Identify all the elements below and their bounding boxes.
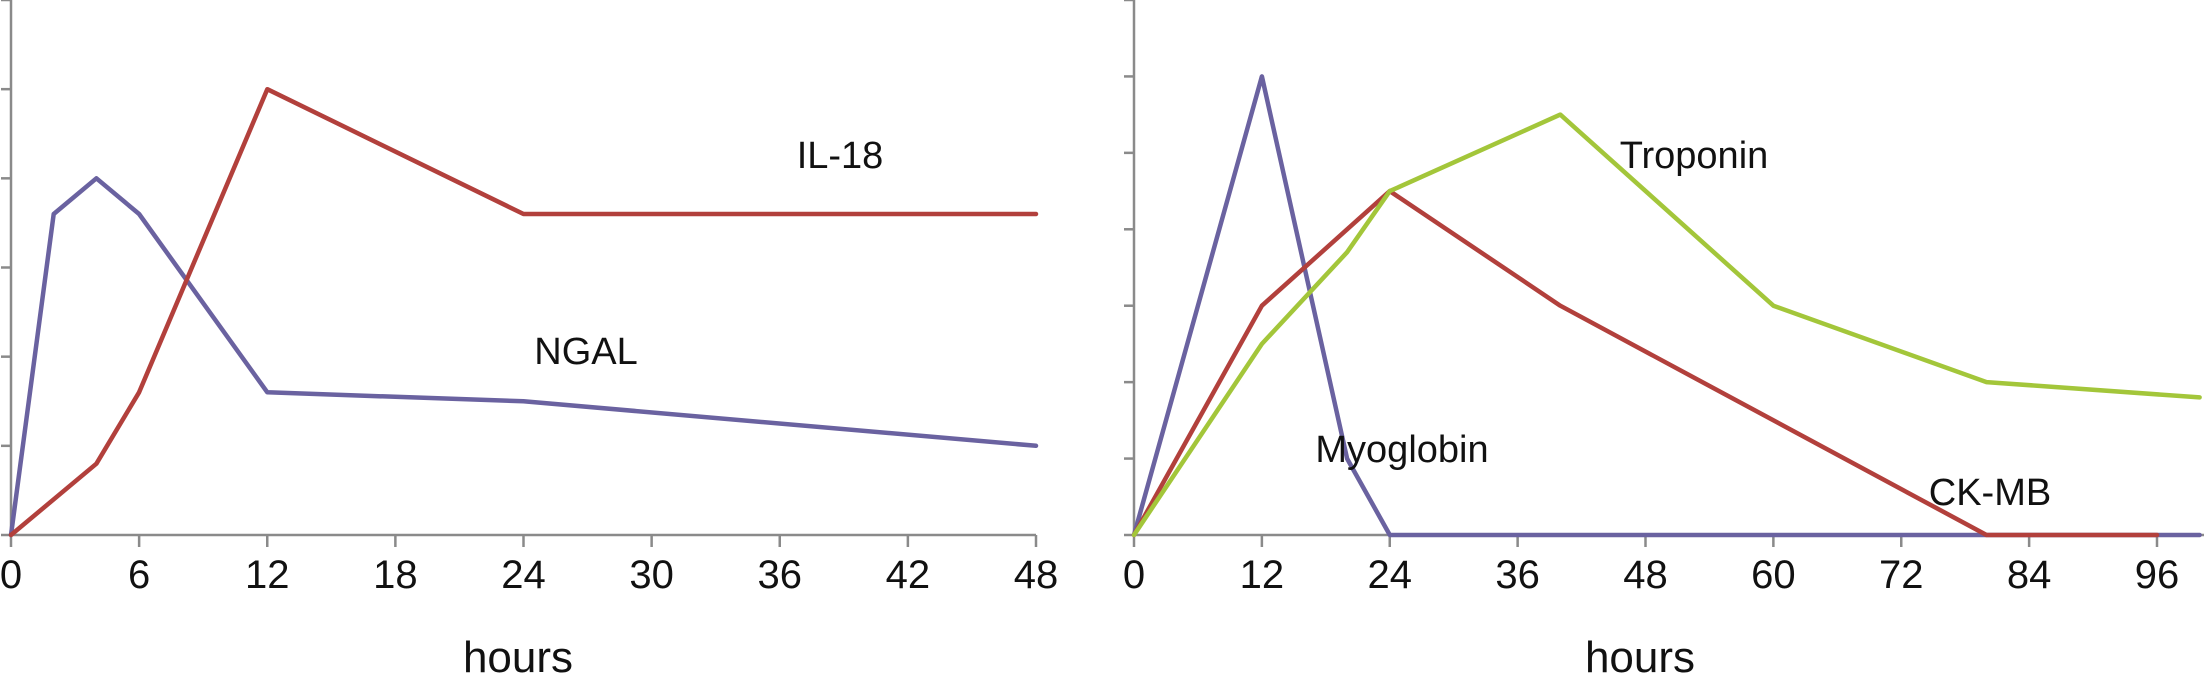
series-line-ngal: [8, 176, 1039, 538]
x-tick-label: 0: [1123, 553, 1145, 597]
x-tick-label: 30: [629, 553, 674, 597]
x-axis-title: hours: [463, 633, 573, 682]
x-tick-label: 12: [245, 553, 290, 597]
series-line-ck-mb: [1131, 188, 2160, 538]
x-tick-label: 36: [758, 553, 803, 597]
x-tick-label: 36: [1495, 553, 1540, 597]
x-tick-label: 60: [1751, 553, 1796, 597]
series-label-myoglobin: Myoglobin: [1315, 429, 1488, 471]
series-label-il-18: IL-18: [797, 135, 884, 177]
x-tick-label: 48: [1623, 553, 1668, 597]
x-tick-label: 6: [128, 553, 150, 597]
x-tick-label: 96: [2135, 553, 2180, 597]
chart-panel-1: 0 6 12 18 24 30 36 42 48 hours NGAL IL-18: [0, 0, 1058, 682]
chart-panel-2: 0 12 24 36 48 60 72 84 96 hours Myoglobin CK-MB Trop…: [1123, 0, 2204, 682]
series-line-troponin: [1131, 112, 2202, 538]
series-line-il-18: [8, 86, 1039, 538]
series-label-ngal: NGAL: [534, 331, 637, 373]
series-label-ck-mb: CK-MB: [1929, 472, 2051, 514]
x-tick-label: 48: [1014, 553, 1059, 597]
x-tick-label: 18: [373, 553, 418, 597]
x-tick-label: 72: [1879, 553, 1924, 597]
x-tick-label: 24: [1368, 553, 1413, 597]
x-axis-title: hours: [1585, 633, 1695, 682]
x-tick-label: 84: [2007, 553, 2052, 597]
series-label-troponin: Troponin: [1620, 135, 1769, 177]
series-line-myoglobin: [1131, 74, 2202, 538]
x-tick-label: 0: [0, 553, 22, 597]
x-tick-label: 42: [886, 553, 931, 597]
x-tick-label: 24: [501, 553, 546, 597]
x-tick-label: 12: [1240, 553, 1285, 597]
